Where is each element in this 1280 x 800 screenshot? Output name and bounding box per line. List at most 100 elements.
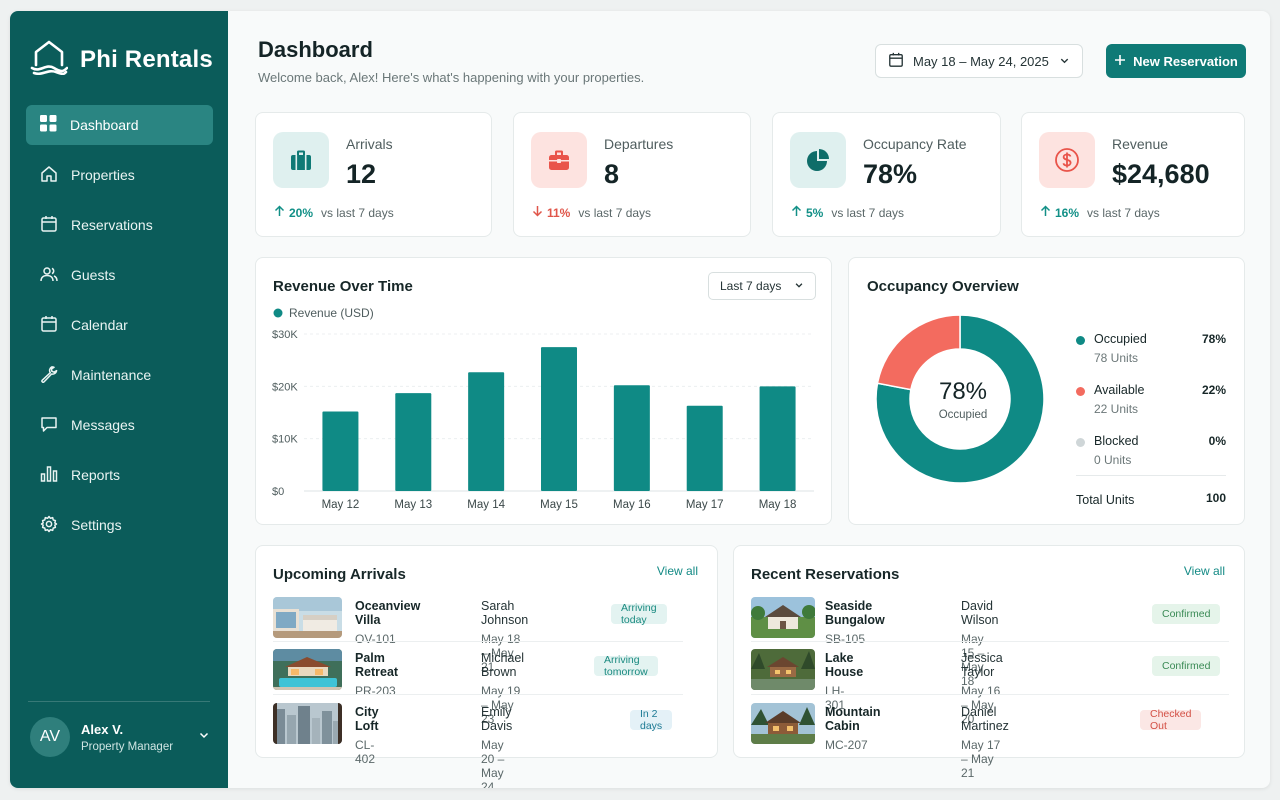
revenue-bar-chart: Revenue (USD) $0 $10K $20K $30K May 12 May 13 M… (272, 306, 814, 511)
property-code: PR-203 (355, 684, 396, 698)
occupancy-title: Occupancy Overview (867, 278, 1019, 295)
pie-chart-icon (790, 132, 846, 188)
legend-units: 0 Units (1094, 453, 1132, 467)
total-units-label: Total Units (1076, 493, 1135, 507)
home-icon (40, 165, 58, 186)
range-select-value: Last 7 days (720, 279, 782, 293)
sidebar-item-dashboard[interactable]: Dashboard (26, 105, 213, 145)
guest-name: Daniel Martinez (961, 705, 1009, 733)
donut-slice-available (876, 314, 961, 391)
sidebar-item-label: Reservations (71, 217, 153, 233)
property-name: City Loft (355, 705, 379, 733)
revenue-chart-title: Revenue Over Time (273, 278, 413, 295)
list-item[interactable]: Seaside Bungalow SB-105 David Wilson May… (751, 594, 1221, 688)
stat-card-revenue: Revenue $24,680 16% vs last 7 days (1021, 112, 1245, 237)
guest-name: Jessica Taylor (961, 651, 1003, 679)
message-icon (40, 415, 58, 436)
property-name: Mountain Cabin (825, 705, 881, 733)
property-code: OV-101 (355, 632, 396, 646)
y-tick-label: $10K (272, 434, 298, 446)
legend-name: Available (1094, 383, 1145, 397)
property-name: Oceanview Villa (355, 599, 421, 627)
stay-dates: May 15 – May 18 (961, 632, 985, 688)
stat-compare: vs last 7 days (831, 205, 905, 220)
stat-value: 8 (604, 159, 620, 189)
calendar-icon (40, 315, 58, 336)
view-all-link[interactable]: View all (656, 564, 698, 578)
list-item[interactable]: Mountain Cabin MC-207 Daniel Martinez Ma… (751, 700, 1202, 780)
list-item[interactable]: Oceanview Villa OV-101 Sarah Johnson May… (273, 594, 667, 674)
legend-dot (1076, 387, 1085, 396)
stat-label: Occupancy Rate (863, 136, 967, 152)
bar (322, 411, 359, 491)
sidebar-divider (28, 701, 210, 702)
sidebar-item-label: Messages (71, 417, 135, 433)
sidebar-item-messages[interactable]: Messages (26, 405, 213, 445)
donut-center-label: Occupied (938, 409, 988, 421)
gear-icon (40, 515, 58, 536)
legend-dot (1076, 336, 1085, 345)
legend-name: Blocked (1094, 434, 1139, 448)
status-badge: Confirmed (1152, 604, 1221, 624)
sidebar-item-guests[interactable]: Guests (26, 255, 213, 295)
arrow-up-icon (274, 205, 285, 220)
chevron-down-icon[interactable] (198, 728, 210, 746)
chart-legend-label: Revenue (USD) (289, 306, 374, 320)
user-menu[interactable]: AV Alex V. Property Manager (30, 717, 210, 757)
stat-value: 78% (863, 159, 918, 189)
sidebar: Phi Rentals Dashboard Properties Reserva… (10, 11, 228, 788)
donut-center-value: 78% (938, 378, 988, 405)
legend-dot (1076, 438, 1085, 447)
stay-dates: May 20 – May 24 (481, 738, 505, 788)
briefcase-icon (531, 132, 587, 188)
guest-name: Emily Davis (481, 705, 513, 733)
y-tick-label: $20K (272, 381, 298, 393)
arrow-up-icon (1040, 205, 1051, 220)
list-item[interactable]: Lake House LH-301 Jessica Taylor May 16 … (751, 646, 1221, 726)
stat-change-value: 11% (547, 205, 571, 220)
sidebar-item-label: Maintenance (71, 367, 152, 383)
new-reservation-button[interactable]: New Reservation (1106, 44, 1246, 78)
bar-chart-icon (40, 465, 58, 486)
property-code: CL-402 (355, 738, 376, 766)
chevron-down-icon (794, 279, 804, 293)
status-badge: Arriving today (611, 602, 667, 626)
legend-dot (273, 308, 283, 318)
stat-compare: vs last 7 days (1087, 205, 1160, 220)
range-select[interactable]: Last 7 days (708, 272, 816, 300)
row-divider (273, 641, 683, 642)
stat-change: 5% vs last 7 days (791, 205, 904, 220)
row-divider (273, 694, 683, 695)
status-badge: Checked Out (1140, 708, 1202, 732)
bar (613, 385, 650, 491)
list-item[interactable]: Palm Retreat PR-203 Michael Brown May 19… (273, 646, 658, 726)
total-units-row: Total Units 100 (1076, 491, 1226, 509)
property-code: MC-207 (825, 738, 868, 752)
brand[interactable]: Phi Rentals (30, 39, 213, 80)
sidebar-item-label: Guests (71, 267, 116, 283)
property-thumbnail (273, 648, 342, 690)
sidebar-item-label: Settings (71, 517, 122, 533)
stat-label: Revenue (1112, 136, 1169, 152)
list-item[interactable]: City Loft CL-402 Emily Davis May 20 – Ma… (273, 700, 673, 788)
sidebar-item-calendar[interactable]: Calendar (26, 305, 213, 345)
y-tick-label: $0 (272, 486, 284, 498)
x-tick-label: May 18 (759, 499, 797, 511)
sidebar-item-label: Reports (71, 467, 121, 483)
sidebar-item-settings[interactable]: Settings (26, 505, 213, 545)
view-all-link[interactable]: View all (1183, 564, 1225, 578)
x-tick-label: May 15 (540, 499, 578, 511)
status-badge: Confirmed (1152, 656, 1221, 676)
recent-reservations-card: Recent Reservations View all Seaside Bun… (733, 545, 1245, 780)
sidebar-item-maintenance[interactable]: Maintenance (26, 355, 213, 395)
sidebar-item-reports[interactable]: Reports (26, 455, 213, 495)
arrow-down-icon (532, 205, 543, 220)
stat-label: Departures (604, 136, 674, 152)
sidebar-item-reservations[interactable]: Reservations (26, 205, 213, 245)
sidebar-nav: Dashboard Properties Reservations Guests… (26, 105, 213, 555)
arrow-up-icon (791, 205, 802, 220)
legend-units: 78 Units (1094, 351, 1139, 365)
sidebar-item-properties[interactable]: Properties (26, 155, 213, 195)
date-range-picker[interactable]: May 18 – May 24, 2025 (875, 44, 1083, 78)
row-divider (751, 641, 1229, 642)
